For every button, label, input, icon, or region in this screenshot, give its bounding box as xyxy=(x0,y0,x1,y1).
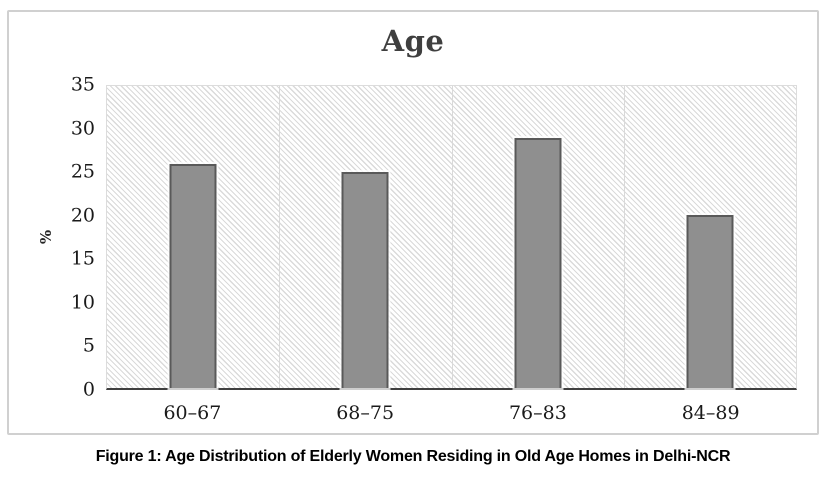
y-tick-label: 30 xyxy=(70,117,95,140)
chart-bar xyxy=(341,172,389,388)
category-gridline xyxy=(451,86,453,388)
chart-frame: Age % 0 5 10 15 20 25 30 35 60–67 68–75 76–83 84–8… xyxy=(7,10,819,435)
y-tick-label: 25 xyxy=(70,160,95,183)
y-tick-label: 5 xyxy=(82,334,95,357)
x-tick-label: 84–89 xyxy=(681,402,740,424)
category-gridline xyxy=(623,86,625,388)
chart-title: Age xyxy=(381,24,445,58)
y-tick-label: 20 xyxy=(70,204,95,227)
chart-bar xyxy=(514,137,562,388)
x-tick-label: 68–75 xyxy=(336,402,395,424)
y-tick-label: 35 xyxy=(70,73,95,96)
y-tick-label: 15 xyxy=(70,247,95,270)
category-gridline xyxy=(279,86,281,388)
y-tick-label: 0 xyxy=(82,378,95,401)
x-tick-label: 76–83 xyxy=(508,402,567,424)
x-axis-category-labels: 60–67 68–75 76–83 84–89 xyxy=(106,400,797,426)
y-axis-tick-labels: 0 5 10 15 20 25 30 35 xyxy=(9,75,95,399)
chart-bar xyxy=(169,163,217,388)
y-tick-label: 10 xyxy=(70,291,95,314)
chart-bar xyxy=(686,215,734,388)
x-tick-label: 60–67 xyxy=(163,402,222,424)
figure-caption: Figure 1: Age Distribution of Elderly Wo… xyxy=(95,448,731,465)
plot-area xyxy=(106,85,797,390)
